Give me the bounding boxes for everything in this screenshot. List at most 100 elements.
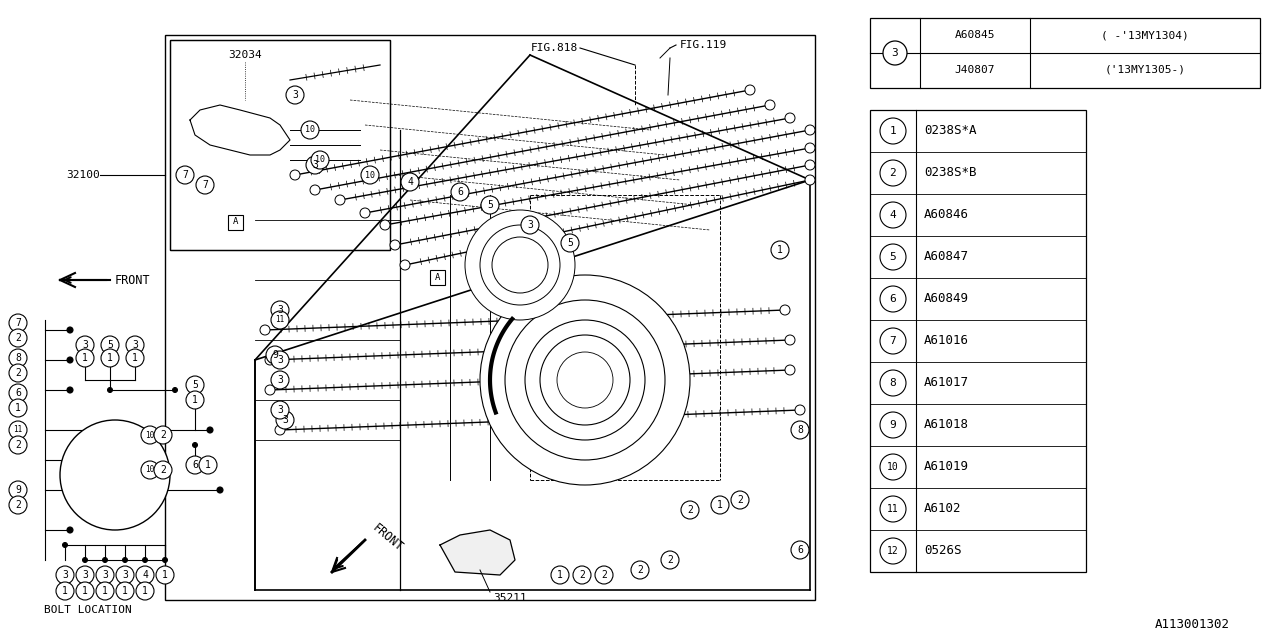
Circle shape — [9, 364, 27, 382]
Circle shape — [795, 405, 805, 415]
Circle shape — [731, 491, 749, 509]
Text: 1: 1 — [132, 353, 138, 363]
Text: A: A — [233, 218, 238, 227]
Circle shape — [186, 376, 204, 394]
Text: 5: 5 — [890, 252, 896, 262]
Text: 6: 6 — [192, 460, 198, 470]
Circle shape — [9, 496, 27, 514]
Circle shape — [67, 457, 73, 463]
Text: 3: 3 — [61, 570, 68, 580]
Circle shape — [271, 371, 289, 389]
Circle shape — [265, 385, 275, 395]
Bar — [870, 110, 1085, 572]
Text: 3: 3 — [292, 90, 298, 100]
Circle shape — [271, 301, 289, 319]
Circle shape — [451, 183, 468, 201]
Text: 8: 8 — [890, 378, 896, 388]
Text: 5: 5 — [567, 238, 573, 248]
Circle shape — [301, 121, 319, 139]
Circle shape — [805, 160, 815, 170]
Circle shape — [275, 425, 285, 435]
Text: FIG.119: FIG.119 — [680, 40, 727, 50]
Circle shape — [67, 357, 73, 363]
Bar — [228, 215, 243, 230]
Text: ( -'13MY1304): ( -'13MY1304) — [1101, 30, 1189, 40]
Circle shape — [76, 349, 93, 367]
Circle shape — [192, 442, 197, 447]
Text: 2: 2 — [579, 570, 585, 580]
Text: 3: 3 — [892, 48, 899, 58]
Circle shape — [186, 456, 204, 474]
Circle shape — [163, 557, 168, 563]
Circle shape — [550, 566, 570, 584]
Circle shape — [136, 566, 154, 584]
Circle shape — [9, 329, 27, 347]
Circle shape — [76, 336, 93, 354]
Text: 3: 3 — [276, 375, 283, 385]
Text: 10: 10 — [887, 462, 899, 472]
Text: 3: 3 — [276, 405, 283, 415]
Circle shape — [785, 335, 795, 345]
Circle shape — [9, 349, 27, 367]
Bar — [430, 270, 445, 285]
Text: 5: 5 — [488, 200, 493, 210]
Text: FRONT: FRONT — [370, 522, 406, 554]
Circle shape — [492, 237, 548, 293]
Text: 2: 2 — [15, 368, 20, 378]
Text: 3: 3 — [312, 160, 317, 170]
Circle shape — [76, 582, 93, 600]
Circle shape — [540, 335, 630, 425]
Circle shape — [108, 387, 113, 392]
Circle shape — [177, 166, 195, 184]
Text: 2: 2 — [737, 495, 742, 505]
Text: 2: 2 — [687, 505, 692, 515]
Circle shape — [141, 426, 159, 444]
Circle shape — [399, 260, 410, 270]
Text: 3: 3 — [82, 340, 88, 350]
Circle shape — [101, 336, 119, 354]
Circle shape — [881, 538, 906, 564]
Text: 1: 1 — [102, 586, 108, 596]
Circle shape — [745, 85, 755, 95]
Circle shape — [291, 170, 300, 180]
Text: 11: 11 — [275, 316, 284, 324]
Circle shape — [67, 327, 73, 333]
Circle shape — [335, 195, 346, 205]
Text: 3: 3 — [122, 570, 128, 580]
Text: 2: 2 — [667, 555, 673, 565]
Circle shape — [785, 365, 795, 375]
Circle shape — [136, 582, 154, 600]
Text: 3: 3 — [282, 415, 288, 425]
Circle shape — [881, 160, 906, 186]
Circle shape — [791, 421, 809, 439]
Circle shape — [196, 176, 214, 194]
Text: 32100: 32100 — [67, 170, 100, 180]
Circle shape — [154, 461, 172, 479]
Text: 3: 3 — [276, 305, 283, 315]
Circle shape — [56, 566, 74, 584]
Circle shape — [9, 399, 27, 417]
Circle shape — [186, 391, 204, 409]
Circle shape — [360, 208, 370, 218]
Circle shape — [506, 300, 666, 460]
Circle shape — [805, 143, 815, 153]
Circle shape — [276, 411, 294, 429]
Text: 0526S: 0526S — [924, 545, 961, 557]
Circle shape — [805, 125, 815, 135]
Bar — [870, 18, 1260, 88]
Text: 4: 4 — [407, 177, 413, 187]
Text: 4: 4 — [142, 570, 148, 580]
Text: 1: 1 — [82, 353, 88, 363]
Circle shape — [311, 151, 329, 169]
Circle shape — [530, 325, 640, 435]
Circle shape — [67, 387, 73, 393]
Circle shape — [380, 220, 390, 230]
Text: A61017: A61017 — [924, 376, 969, 390]
Text: 2: 2 — [15, 440, 20, 450]
Circle shape — [710, 496, 730, 514]
Text: 1: 1 — [15, 403, 20, 413]
Circle shape — [271, 311, 289, 329]
Circle shape — [156, 566, 174, 584]
Text: A6102: A6102 — [924, 502, 961, 515]
Text: 6: 6 — [15, 388, 20, 398]
